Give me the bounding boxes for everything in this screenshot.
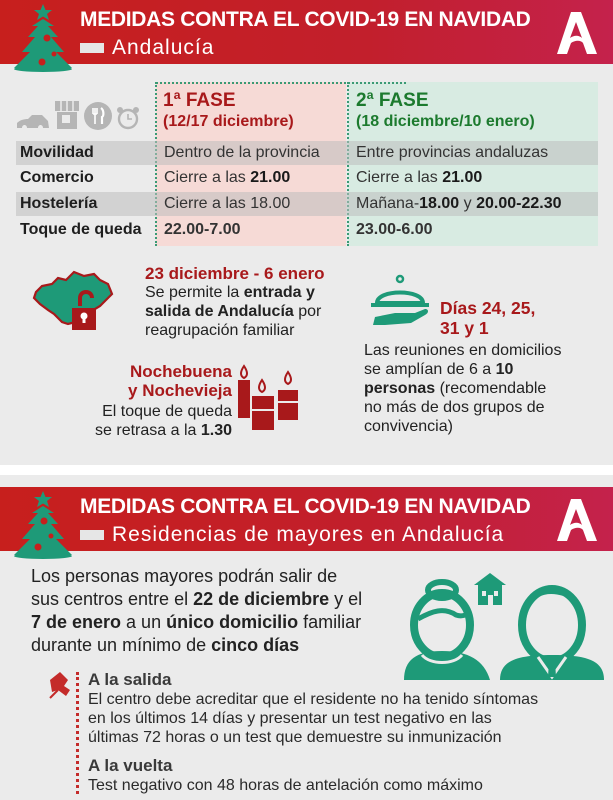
row-label: Movilidad [20, 144, 94, 161]
table-row-movilidad: Movilidad Dentro de la provincia Entre p… [16, 141, 598, 165]
curfew-heading: Nochebuena y Nochevieja [128, 362, 232, 400]
phase1-title: 1ª FASE [163, 90, 236, 111]
phase2-title: 2ª FASE [356, 90, 429, 111]
alarm-clock-icon [117, 107, 139, 130]
serving-cloche-icon [371, 274, 429, 325]
curfew-info: El toque de queda se retrasa a la 1.30 [60, 402, 232, 440]
subtitle-text: Andalucía [112, 36, 215, 59]
divider [156, 82, 406, 84]
intro-line: 7 de enero a un único domicilio familiar [31, 612, 362, 632]
header-banner: MEDIDAS CONTRA EL COVID-19 EN NAVIDAD An… [0, 0, 613, 72]
curfew-line: El toque de queda [102, 403, 232, 420]
travel-line: Se permite la entrada y [145, 284, 315, 301]
phase2-cell: Mañana-18.00 y 20.00-22.30 [356, 195, 562, 212]
banner-subtitle: Residencias de mayores en Andalucía [80, 523, 504, 547]
row-label: Hostelería [20, 195, 98, 212]
phase1-dates: (12/17 diciembre) [163, 113, 294, 130]
phase2-header: 2ª FASE (18 diciembre/10 enero) [356, 90, 535, 131]
car-icon [17, 115, 49, 128]
banner-title: MEDIDAS CONTRA EL COVID-19 EN NAVIDAD [80, 495, 531, 518]
step-departure-text: El centro debe acreditar que el resident… [88, 691, 539, 746]
phase1-cell: Dentro de la provincia [164, 144, 320, 161]
gatherings-line: personas (recomendable [364, 380, 547, 397]
travel-line: reagrupación familiar [145, 322, 295, 339]
gatherings-line: convivencia) [364, 418, 453, 435]
christmas-tree-icon [14, 4, 72, 72]
travel-line: salida de Andalucía por [145, 303, 322, 320]
restaurant-icon [84, 102, 112, 130]
subtitle-bar [80, 43, 104, 53]
subtitle-text: Residencias de mayores en Andalucía [112, 523, 505, 546]
banner-subtitle: Andalucía [80, 36, 214, 60]
panel-residencias: MEDIDAS CONTRA EL COVID-19 EN NAVIDAD Re… [0, 475, 613, 800]
phase1-cell: Cierre a las 18.00 [164, 195, 291, 212]
phase2-cell: Cierre a las 21.00 [356, 169, 483, 186]
row-label: Comercio [20, 169, 94, 186]
phase1-header: 1ª FASE (12/17 diciembre) [163, 90, 294, 131]
phase2-cell: 23.00-6.00 [356, 221, 433, 238]
pushpin-icon [49, 672, 70, 699]
header-banner: MEDIDAS CONTRA EL COVID-19 EN NAVIDAD Re… [0, 487, 613, 559]
intro-line: durante un mínimo de cinco días [31, 635, 300, 655]
travel-heading: 23 diciembre - 6 enero [145, 264, 325, 283]
curfew-line: se retrasa a la 1.30 [95, 422, 232, 439]
intro-line: sus centros entre el 22 de diciembre y e… [31, 589, 363, 609]
junta-andalucia-logo [557, 12, 597, 54]
panel-andalucia: MEDIDAS CONTRA EL COVID-19 EN NAVIDAD An… [0, 0, 613, 465]
step-return-text: Test negativo con 48 horas de antelación… [88, 777, 483, 794]
timeline-dots [76, 672, 79, 794]
intro-line: Los personas mayores podrán salir de [31, 566, 338, 586]
intro-text: Los personas mayores podrán salir de sus… [31, 565, 371, 657]
shop-icon [55, 101, 79, 129]
junta-andalucia-logo [557, 499, 597, 541]
table-row-toque-de-queda: Toque de queda 22.00-7.00 23.00-6.00 [16, 218, 598, 242]
phase1-cell: Cierre a las 21.00 [164, 169, 291, 186]
step-return-title: A la vuelta [88, 756, 173, 775]
subtitle-bar [80, 530, 104, 540]
step-departure-title: A la salida [88, 670, 172, 689]
gatherings-heading: Días 24, 25, 31 y 1 [440, 298, 536, 338]
category-icons [16, 100, 140, 130]
gatherings-line: se amplían de 6 a 10 [364, 361, 514, 378]
phase2-dates: (18 diciembre/10 enero) [356, 113, 535, 130]
candles-icon [238, 364, 298, 430]
house-icon [474, 573, 506, 605]
phase2-cell: Entre provincias andaluzas [356, 144, 549, 161]
seniors-couple-icon [404, 573, 604, 680]
phase1-cell: 22.00-7.00 [164, 221, 241, 238]
travel-info: 23 diciembre - 6 enero Se permite la ent… [145, 264, 325, 340]
table-row-hosteleria: Hostelería Cierre a las 18.00 Mañana-18.… [16, 192, 598, 216]
christmas-tree-icon [14, 491, 72, 559]
gatherings-line: Las reuniones en domicilios [364, 342, 562, 359]
gatherings-line: no más de dos grupos de [364, 399, 545, 416]
gatherings-info: Las reuniones en domicilios se amplían d… [364, 341, 604, 436]
table-row-comercio: Comercio Cierre a las 21.00 Cierre a las… [16, 166, 598, 190]
andalusia-map-unlocked-icon [32, 270, 114, 330]
banner-title: MEDIDAS CONTRA EL COVID-19 EN NAVIDAD [80, 8, 531, 31]
row-label: Toque de queda [20, 221, 142, 238]
